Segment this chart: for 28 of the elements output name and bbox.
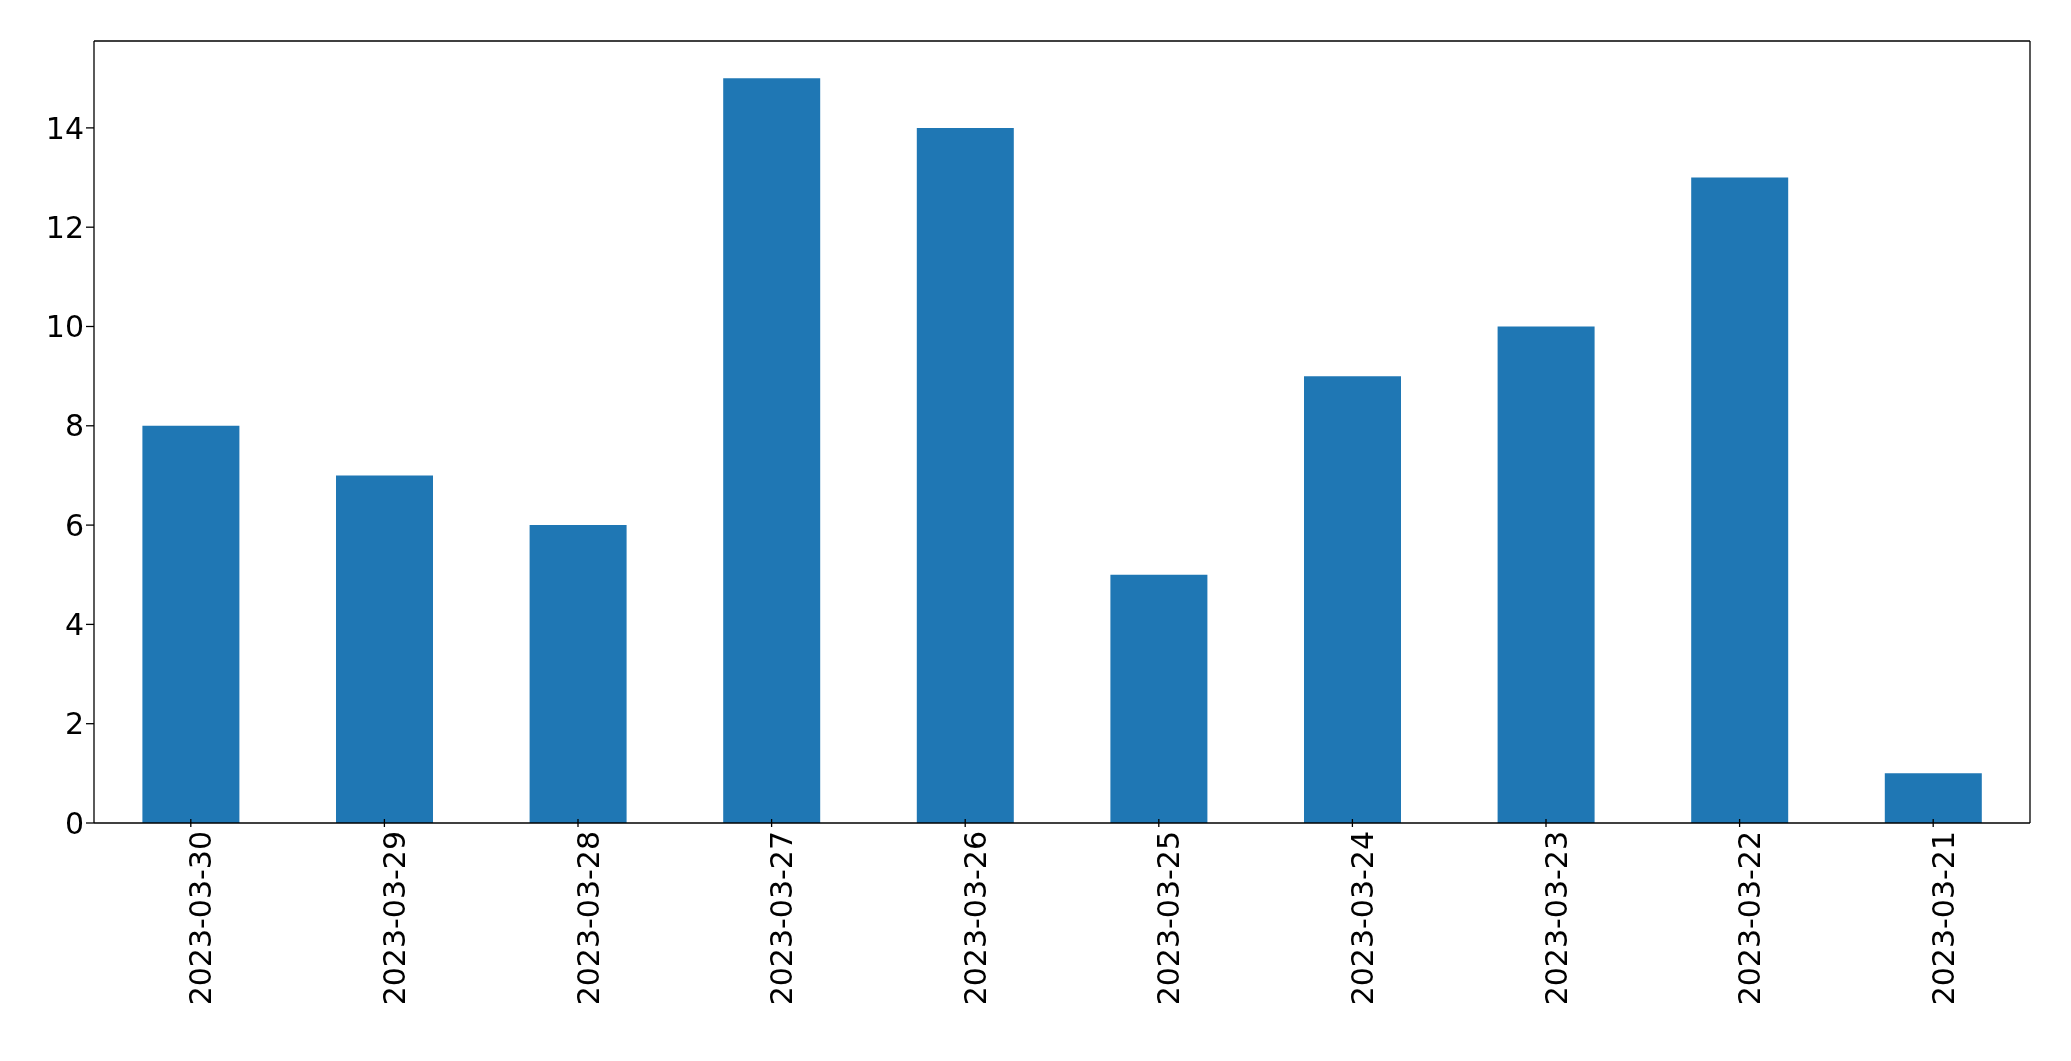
- x-tick-label: 2023-03-27: [764, 831, 800, 1006]
- bar: [529, 525, 627, 823]
- y-tick-label: 12: [45, 209, 84, 245]
- y-tick-label: 6: [64, 507, 84, 543]
- x-tick-label: 2023-03-30: [183, 831, 219, 1006]
- x-tick-label: 2023-03-23: [1538, 831, 1574, 1006]
- x-tick-label: 2023-03-28: [570, 831, 606, 1006]
- y-tick-label: 4: [64, 607, 84, 643]
- bar: [1884, 773, 1982, 823]
- bar: [1497, 326, 1595, 823]
- y-tick-label: 2: [64, 706, 84, 742]
- y-tick-label: 14: [45, 110, 84, 146]
- bar: [723, 78, 821, 823]
- y-tick-label: 8: [64, 408, 84, 444]
- y-tick-label: 10: [45, 309, 84, 345]
- bar: [916, 127, 1014, 823]
- bar: [1304, 376, 1401, 823]
- x-tick-label: 2023-03-26: [957, 831, 993, 1006]
- x-tick-label: 2023-03-24: [1344, 831, 1380, 1006]
- x-tick-label: 2023-03-22: [1732, 831, 1768, 1006]
- bar: [1691, 177, 1789, 823]
- y-tick-label: 0: [64, 805, 84, 841]
- x-tick-label: 2023-03-25: [1151, 831, 1187, 1006]
- bar: [1110, 574, 1208, 823]
- bar: [336, 475, 433, 823]
- bar: [142, 425, 240, 823]
- x-tick-label: 2023-03-29: [376, 831, 412, 1006]
- x-tick-label: 2023-03-21: [1925, 831, 1961, 1006]
